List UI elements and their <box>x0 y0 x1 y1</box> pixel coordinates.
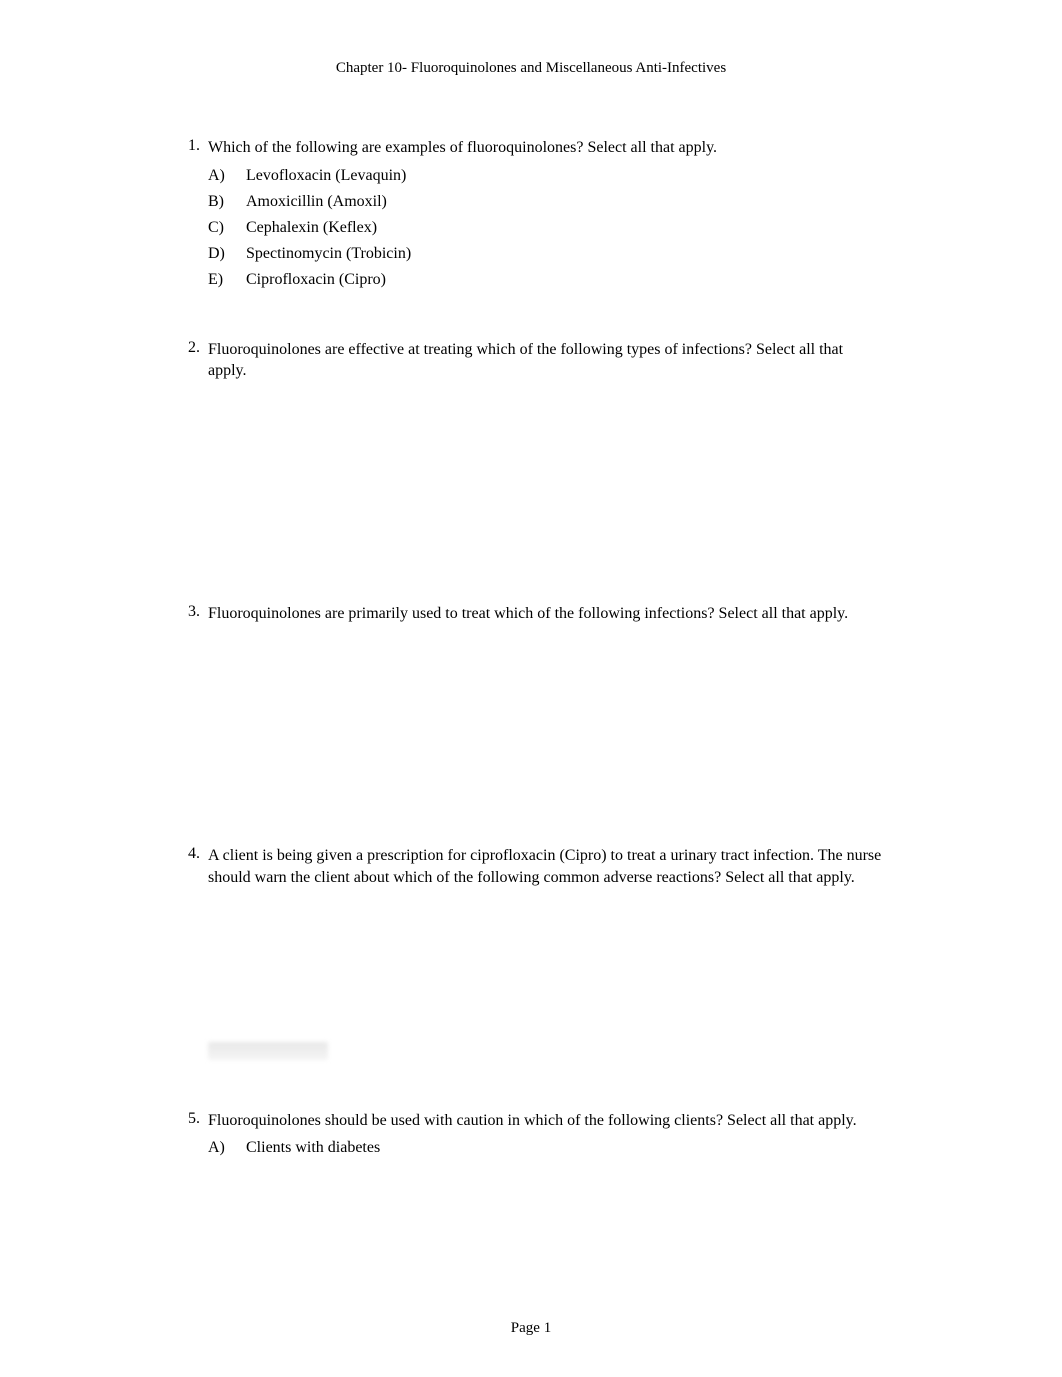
option-row: A) Levofloxacin (Levaquin) <box>180 167 882 185</box>
option-text: Cephalexin (Keflex) <box>246 219 882 237</box>
option-text: Ciprofloxacin (Cipro) <box>246 271 882 289</box>
option-letter: E) <box>208 271 246 289</box>
option-row: A) Clients with diabetes <box>180 1139 882 1157</box>
option-letter: C) <box>208 219 246 237</box>
question-text: Fluoroquinolones are primarily used to t… <box>208 603 882 625</box>
option-row: C) Cephalexin (Keflex) <box>180 219 882 237</box>
question-text: A client is being given a prescription f… <box>208 845 882 888</box>
question-block-2: 2. Fluoroquinolones are effective at tre… <box>180 339 882 553</box>
question-text: Fluoroquinolones are effective at treati… <box>208 339 882 382</box>
option-text: Amoxicillin (Amoxil) <box>246 193 882 211</box>
option-row: E) Ciprofloxacin (Cipro) <box>180 271 882 289</box>
option-letter: D) <box>208 245 246 263</box>
option-letter: A) <box>208 1139 246 1157</box>
option-letter: B) <box>208 193 246 211</box>
question-number: 3. <box>180 603 208 621</box>
option-row: B) Amoxicillin (Amoxil) <box>180 193 882 211</box>
question-block-4: 4. A client is being given a prescriptio… <box>180 845 882 1059</box>
option-row: D) Spectinomycin (Trobicin) <box>180 245 882 263</box>
question-text: Which of the following are examples of f… <box>208 137 882 159</box>
option-text: Levofloxacin (Levaquin) <box>246 167 882 185</box>
question-number: 5. <box>180 1110 208 1128</box>
chapter-header: Chapter 10- Fluoroquinolones and Miscell… <box>180 60 882 77</box>
page-number: Page 1 <box>0 1320 1062 1337</box>
blurred-content <box>208 1042 328 1060</box>
question-number: 2. <box>180 339 208 357</box>
option-text: Spectinomycin (Trobicin) <box>246 245 882 263</box>
question-block-5: 5. Fluoroquinolones should be used with … <box>180 1110 882 1158</box>
option-text: Clients with diabetes <box>246 1139 882 1157</box>
question-text: Fluoroquinolones should be used with cau… <box>208 1110 882 1132</box>
question-number: 4. <box>180 845 208 863</box>
option-letter: A) <box>208 167 246 185</box>
question-number: 1. <box>180 137 208 155</box>
question-block-1: 1. Which of the following are examples o… <box>180 137 882 289</box>
question-block-3: 3. Fluoroquinolones are primarily used t… <box>180 603 882 796</box>
